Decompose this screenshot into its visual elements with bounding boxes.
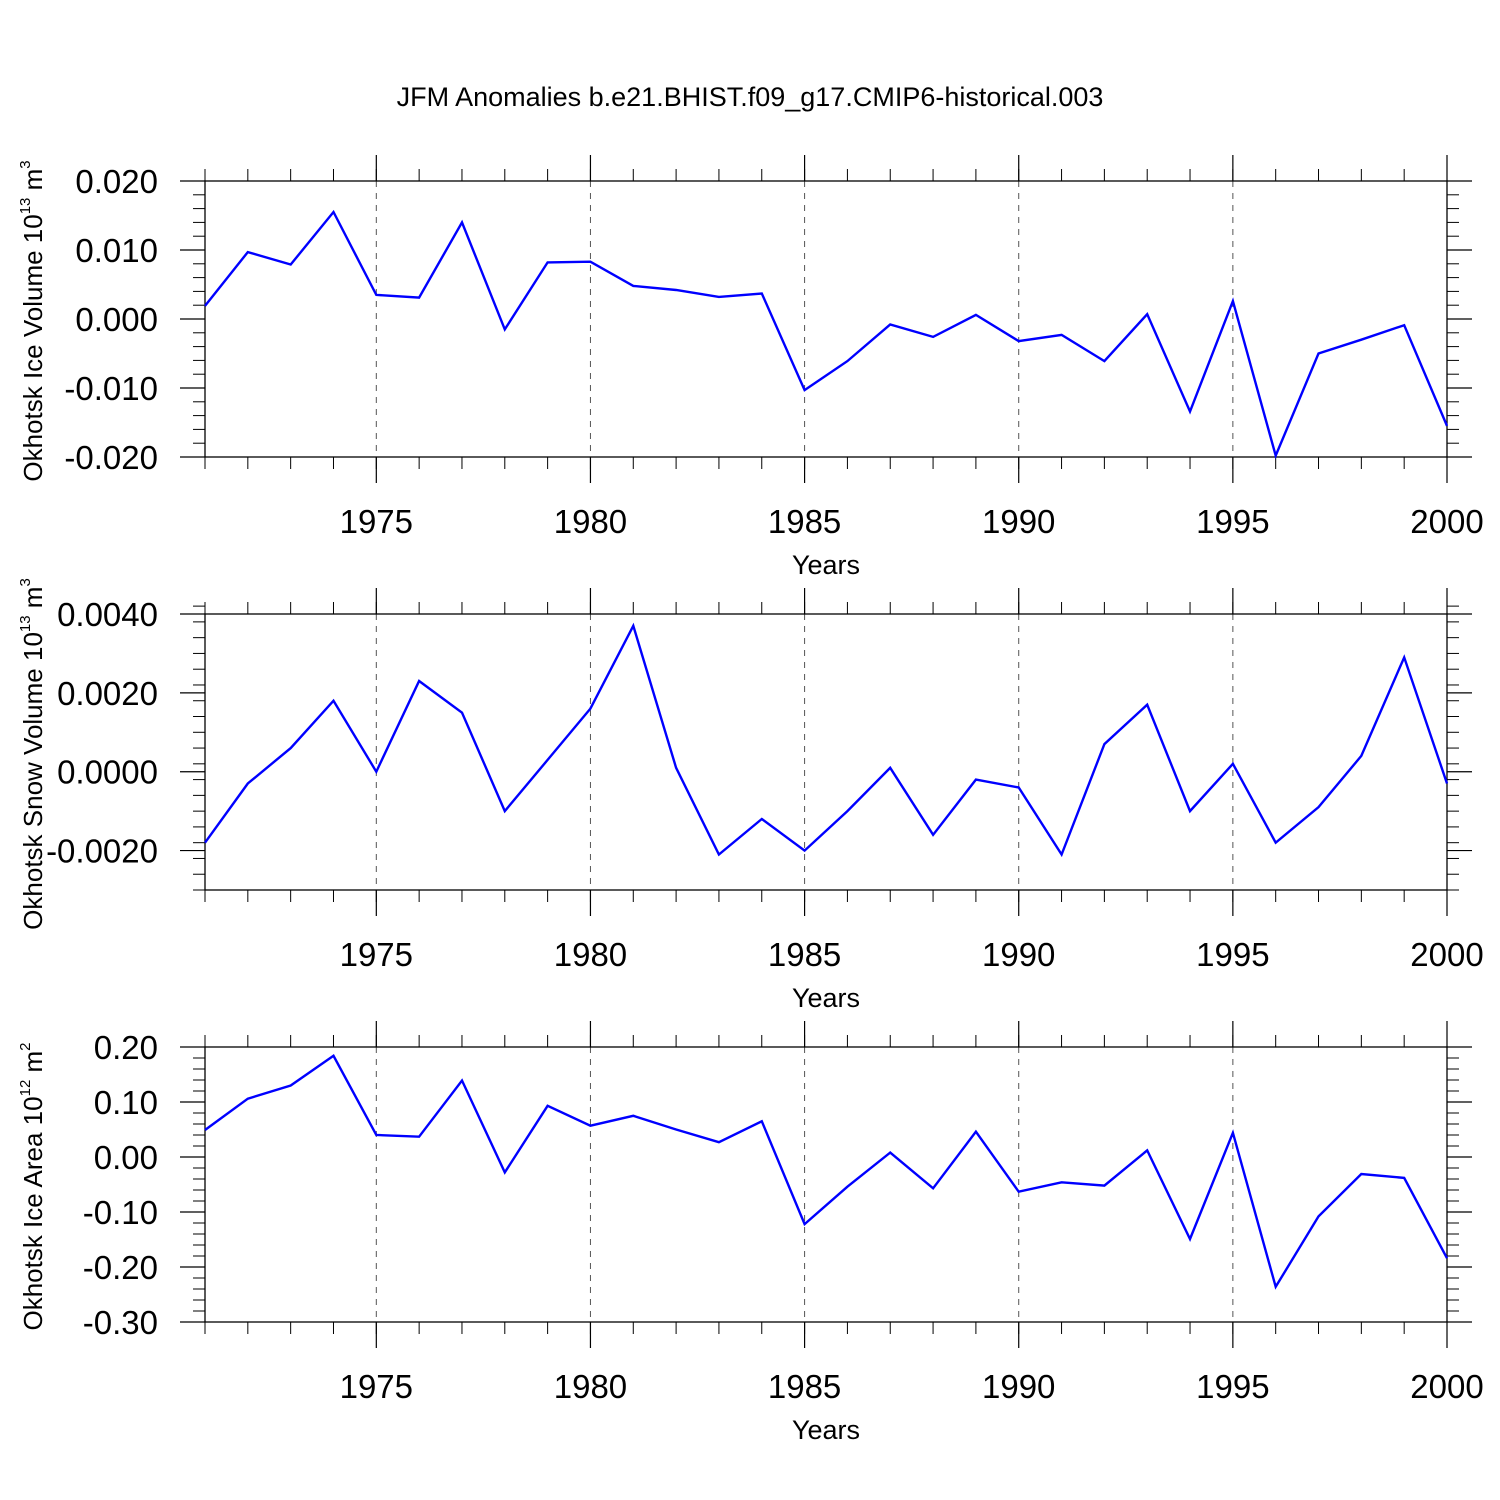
- y-axis-label: Okhotsk Ice Volume 1013 m3: [17, 160, 48, 481]
- x-tick-label: 1995: [1196, 1368, 1269, 1405]
- y-tick-label: 0.0020: [57, 675, 158, 712]
- y-axis-label-exponent: 12: [17, 1080, 34, 1097]
- y-axis-label-exponent: 13: [17, 198, 34, 215]
- x-tick-label: 1995: [1196, 503, 1269, 540]
- y-tick-label: 0.20: [94, 1029, 158, 1066]
- y-axis-label-exponent: 13: [17, 615, 34, 632]
- y-tick-label: 0.0000: [57, 754, 158, 791]
- x-tick-label: 1985: [768, 503, 841, 540]
- x-tick-label: 2000: [1410, 936, 1483, 973]
- y-tick-label: 0.00: [94, 1139, 158, 1176]
- y-axis-label-unit: m: [18, 587, 48, 616]
- x-tick-label: 2000: [1410, 503, 1483, 540]
- series-line: [204, 1054, 1449, 1290]
- plot-frame: [204, 613, 1448, 891]
- x-axis-label: Years: [792, 1415, 860, 1445]
- chart-panel-3: -0.30 -0.20 -0.10 0.00 0.10 0.20 1975 1980 1985 1…: [17, 1021, 1484, 1445]
- x-tick-label: 1985: [768, 1368, 841, 1405]
- x-tick-label: 1990: [982, 936, 1055, 973]
- x-tick-label: 1980: [554, 936, 627, 973]
- x-tick-label: 2000: [1410, 1368, 1483, 1405]
- y-tick-label: 0.010: [75, 232, 158, 269]
- x-tick-label: 1995: [1196, 936, 1269, 973]
- chart-panel-1: -0.020 -0.010 0.000 0.010 0.020 1975 1980 1985 1…: [17, 155, 1484, 580]
- x-axis-label: Years: [792, 550, 860, 580]
- y-tick-label: -0.010: [64, 370, 158, 407]
- y-tick-label: -0.0020: [46, 833, 158, 870]
- x-tick-label: 1975: [340, 503, 413, 540]
- series-line: [204, 209, 1449, 460]
- y-axis-label-unit-exponent: 2: [17, 1042, 34, 1050]
- x-tick-label: 1980: [554, 1368, 627, 1405]
- y-axis-label-unit: m: [18, 1051, 48, 1080]
- y-axis-label-text: Okhotsk Ice Volume 10: [18, 214, 48, 481]
- y-tick-label: 0.020: [75, 163, 158, 200]
- x-tick-label: 1980: [554, 503, 627, 540]
- figure-title: JFM Anomalies b.e21.BHIST.f09_g17.CMIP6-…: [397, 82, 1104, 112]
- x-tick-label: 1990: [982, 1368, 1055, 1405]
- plot-frame: [204, 1046, 1448, 1323]
- chart-panel-2: -0.0020 0.0000 0.0020 0.0040 1975 1980 1985 199…: [17, 578, 1484, 1013]
- y-tick-label: -0.20: [83, 1249, 158, 1286]
- y-axis-label-unit-exponent: 3: [17, 160, 34, 168]
- y-tick-label: -0.020: [64, 439, 158, 476]
- x-tick-label: 1975: [340, 936, 413, 973]
- y-tick-label: -0.10: [83, 1194, 158, 1231]
- series-line: [204, 622, 1449, 858]
- panels-group: -0.020 -0.010 0.000 0.010 0.020 1975 1980 1985 1…: [17, 155, 1484, 1445]
- y-axis-label-text: Okhotsk Ice Area 10: [18, 1096, 48, 1330]
- x-axis-label: Years: [792, 983, 860, 1013]
- plot-frame: [204, 180, 1448, 458]
- y-tick-label: -0.30: [83, 1304, 158, 1341]
- y-axis-label-unit-exponent: 3: [17, 578, 34, 586]
- y-axis-label-unit: m: [18, 169, 48, 198]
- y-axis-label: Okhotsk Ice Area 1012 m2: [17, 1042, 48, 1330]
- y-tick-label: 0.000: [75, 301, 158, 338]
- y-axis-label: Okhotsk Snow Volume 1013 m3: [17, 578, 48, 930]
- y-axis-label-text: Okhotsk Snow Volume 10: [18, 632, 48, 930]
- y-tick-label: 0.0040: [57, 596, 158, 633]
- x-tick-label: 1990: [982, 503, 1055, 540]
- y-tick-label: 0.10: [94, 1084, 158, 1121]
- x-tick-label: 1975: [340, 1368, 413, 1405]
- x-tick-label: 1985: [768, 936, 841, 973]
